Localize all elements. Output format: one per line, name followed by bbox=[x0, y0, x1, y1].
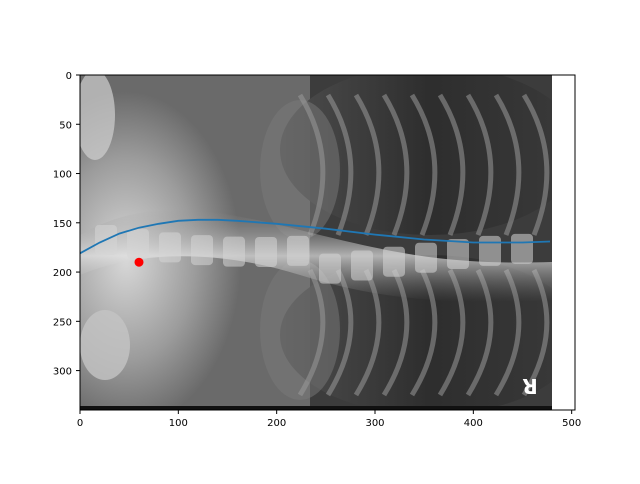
y-tick-label: 100 bbox=[53, 170, 72, 181]
spine-curve-line bbox=[80, 218, 551, 255]
x-tick-label: 300 bbox=[365, 418, 384, 429]
y-tick-label: 300 bbox=[53, 367, 72, 378]
vertebra bbox=[127, 228, 149, 259]
rib-lower bbox=[297, 268, 326, 397]
y-tick-label: 50 bbox=[59, 120, 72, 131]
y-tick-label: 150 bbox=[53, 219, 72, 230]
rib-upper bbox=[409, 93, 438, 236]
y-axis: 0 50 100 150 200 250 300 bbox=[53, 71, 80, 378]
vertebra bbox=[415, 242, 437, 273]
rib-upper bbox=[353, 93, 382, 236]
x-tick-label: 0 bbox=[77, 418, 83, 429]
y-tick-label: 0 bbox=[66, 71, 72, 82]
x-axis: 0 100 200 300 400 500 bbox=[77, 410, 581, 429]
image-marker-r: R bbox=[522, 374, 537, 398]
rib-upper bbox=[465, 93, 494, 236]
x-tick-label: 100 bbox=[169, 418, 188, 429]
vertebra bbox=[383, 246, 405, 277]
vertebra bbox=[511, 233, 533, 264]
rib-upper bbox=[297, 93, 326, 236]
x-tick-label: 200 bbox=[267, 418, 286, 429]
rib-upper bbox=[437, 93, 466, 236]
y-tick-label: 200 bbox=[53, 268, 72, 279]
rib-upper bbox=[493, 93, 522, 236]
x-tick-label: 400 bbox=[464, 418, 483, 429]
vertebra bbox=[479, 235, 501, 266]
plot-frame bbox=[79, 74, 576, 411]
vertebra bbox=[447, 238, 469, 269]
rib-upper bbox=[381, 93, 410, 236]
vertebra bbox=[255, 236, 277, 267]
vertebra bbox=[319, 253, 341, 284]
rib-upper bbox=[521, 93, 550, 236]
vertebra bbox=[191, 235, 213, 266]
vertebra bbox=[351, 250, 373, 281]
vertebra bbox=[287, 235, 309, 266]
vertebra bbox=[159, 232, 181, 263]
y-tick-label: 250 bbox=[53, 317, 72, 328]
rib-upper bbox=[325, 93, 354, 236]
marker-point bbox=[134, 257, 144, 267]
xray-image: R bbox=[80, 75, 552, 410]
vertebra bbox=[223, 236, 245, 267]
x-tick-label: 500 bbox=[562, 418, 581, 429]
